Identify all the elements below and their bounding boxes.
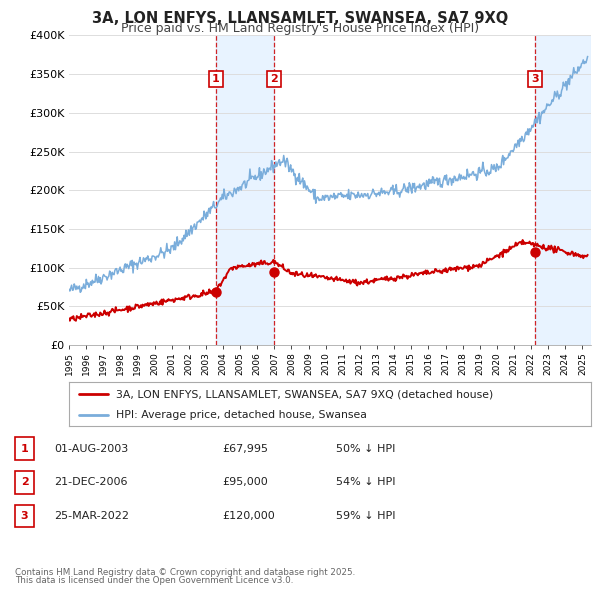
Text: £95,000: £95,000 [222,477,268,487]
Text: 1: 1 [212,74,220,84]
Text: 3A, LON ENFYS, LLANSAMLET, SWANSEA, SA7 9XQ (detached house): 3A, LON ENFYS, LLANSAMLET, SWANSEA, SA7 … [116,389,493,399]
Text: 59% ↓ HPI: 59% ↓ HPI [336,511,395,521]
Text: Price paid vs. HM Land Registry's House Price Index (HPI): Price paid vs. HM Land Registry's House … [121,22,479,35]
Text: 3: 3 [21,511,28,521]
Text: £67,995: £67,995 [222,444,268,454]
Text: 3: 3 [531,74,539,84]
Text: 25-MAR-2022: 25-MAR-2022 [54,511,129,521]
Text: HPI: Average price, detached house, Swansea: HPI: Average price, detached house, Swan… [116,410,367,420]
Text: £120,000: £120,000 [222,511,275,521]
Bar [535,35,591,345]
Text: 50% ↓ HPI: 50% ↓ HPI [336,444,395,454]
Text: Contains HM Land Registry data © Crown copyright and database right 2025.: Contains HM Land Registry data © Crown c… [15,568,355,577]
Text: 54% ↓ HPI: 54% ↓ HPI [336,477,395,487]
Text: 2: 2 [270,74,278,84]
Text: 01-AUG-2003: 01-AUG-2003 [54,444,128,454]
Text: This data is licensed under the Open Government Licence v3.0.: This data is licensed under the Open Gov… [15,576,293,585]
Bar [216,35,274,345]
Text: 1: 1 [21,444,28,454]
Text: 2: 2 [21,477,28,487]
Text: 21-DEC-2006: 21-DEC-2006 [54,477,128,487]
Text: 3A, LON ENFYS, LLANSAMLET, SWANSEA, SA7 9XQ: 3A, LON ENFYS, LLANSAMLET, SWANSEA, SA7 … [92,11,508,25]
